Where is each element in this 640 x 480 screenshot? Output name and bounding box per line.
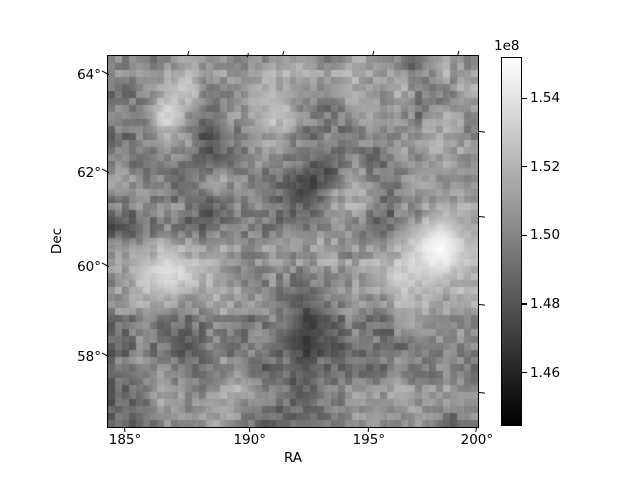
- colorbar-tick: [522, 371, 527, 374]
- colorbar-tick: [522, 234, 527, 236]
- colorbar-offset-label: 1e8: [494, 38, 520, 54]
- y-tick-label: 58°: [77, 348, 101, 365]
- right-tick: [478, 392, 485, 395]
- right-tick: [478, 304, 485, 307]
- right-tick: [478, 216, 485, 219]
- y-tick-label: 62°: [77, 164, 101, 181]
- colorbar-tick: [522, 166, 527, 168]
- colorbar-tick-label: 1.46: [530, 364, 561, 381]
- colorbar-gradient: [501, 57, 522, 426]
- colorbar-tick-label: 1.52: [530, 158, 561, 175]
- heatmap-image: [108, 56, 478, 427]
- colorbar-tick: [522, 303, 527, 305]
- x-tick-label: 195°: [352, 431, 386, 448]
- x-tick-label: 190°: [233, 431, 266, 448]
- colorbar-tick-label: 1.48: [530, 295, 561, 312]
- colorbar-tick: [522, 97, 527, 99]
- colorbar-tick-label: 1.54: [530, 90, 561, 107]
- x-axis-label: RA: [283, 450, 303, 466]
- colorbar-tick-label: 1.50: [530, 227, 561, 244]
- y-tick-label: 60°: [77, 259, 101, 276]
- x-tick-label: 200°: [460, 431, 494, 448]
- y-tick-label: 64°: [77, 66, 101, 83]
- right-tick: [478, 131, 485, 134]
- y-axis-label: Dec: [49, 227, 65, 255]
- x-tick-label: 185°: [108, 431, 142, 448]
